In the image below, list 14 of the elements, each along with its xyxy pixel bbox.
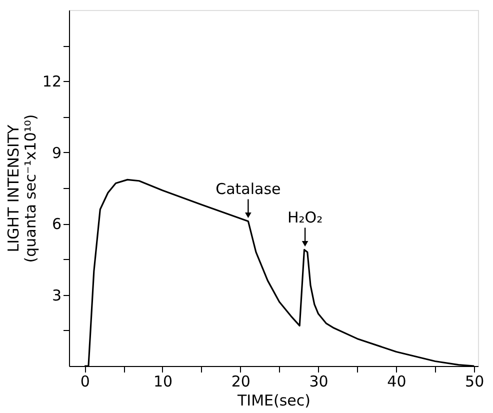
x-tick-label: 30 [309, 372, 328, 390]
annotation: H₂O₂ [287, 208, 323, 227]
x-tick-label: 40 [387, 372, 406, 390]
x-tick-label: 10 [153, 372, 173, 390]
y-axis-title: LIGHT INTENSITY (quanta sec⁻¹x10¹⁰) [4, 114, 40, 263]
x-axis-title: TIME(sec) [236, 392, 311, 410]
y-tick-label: 6 [52, 215, 62, 234]
annotation: Catalase [216, 180, 281, 198]
x-tick-label: 20 [231, 372, 250, 390]
y-tick-label: 12 [42, 72, 62, 91]
x-tick-label: 50 [465, 372, 484, 390]
y-tick-label: 9 [52, 144, 62, 162]
y-tick-label: 3 [52, 286, 62, 304]
x-tick-label: 0 [80, 372, 90, 390]
